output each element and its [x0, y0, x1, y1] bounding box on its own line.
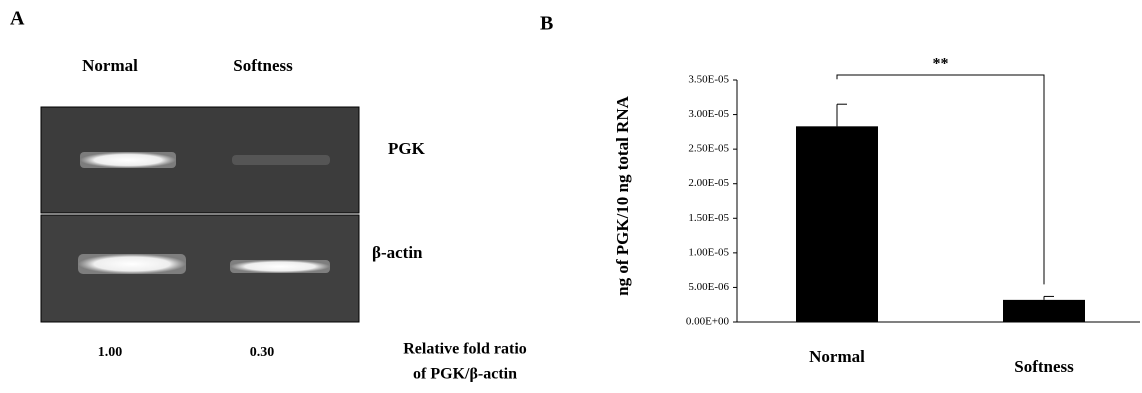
ratio-caption: Relative fold ratio [403, 341, 527, 358]
y-tick-label: 2.50E-05 [688, 143, 729, 155]
x-tick-label: Softness [1014, 357, 1074, 376]
gel-band [232, 155, 330, 165]
y-tick-label: 0.00E+00 [686, 316, 730, 328]
lane-label: Normal [82, 56, 138, 75]
figure: A Normal Softness PGK β-actin 1.00 0.30 … [0, 0, 1142, 388]
y-tick-label: 3.00E-05 [688, 108, 729, 120]
y-tick-label: 5.00E-06 [688, 281, 729, 293]
bar [796, 126, 878, 322]
y-axis-label: ng of PGK/10 ng total RNA [613, 95, 632, 295]
x-tick-label: Normal [809, 347, 865, 366]
ratio: 0.30 [250, 345, 275, 360]
y-tick-label: 3.50E-05 [688, 74, 729, 86]
panel-label: B [540, 13, 553, 35]
bar [1003, 300, 1085, 322]
gene-label: β-actin [372, 243, 423, 262]
gel-band [80, 152, 176, 168]
y-tick-label: 1.00E-05 [688, 246, 729, 258]
significance-label: ** [933, 56, 949, 73]
y-tick-label: 2.00E-05 [688, 177, 729, 189]
panel-label: A [10, 8, 25, 30]
gel-band [230, 260, 330, 273]
ratio: 1.00 [98, 345, 123, 360]
lane-label: Softness [233, 56, 293, 75]
gel-band [78, 254, 186, 274]
gene-label: PGK [388, 139, 426, 158]
y-tick-label: 1.50E-05 [688, 212, 729, 224]
ratio-caption: of PGK/β-actin [413, 366, 517, 383]
